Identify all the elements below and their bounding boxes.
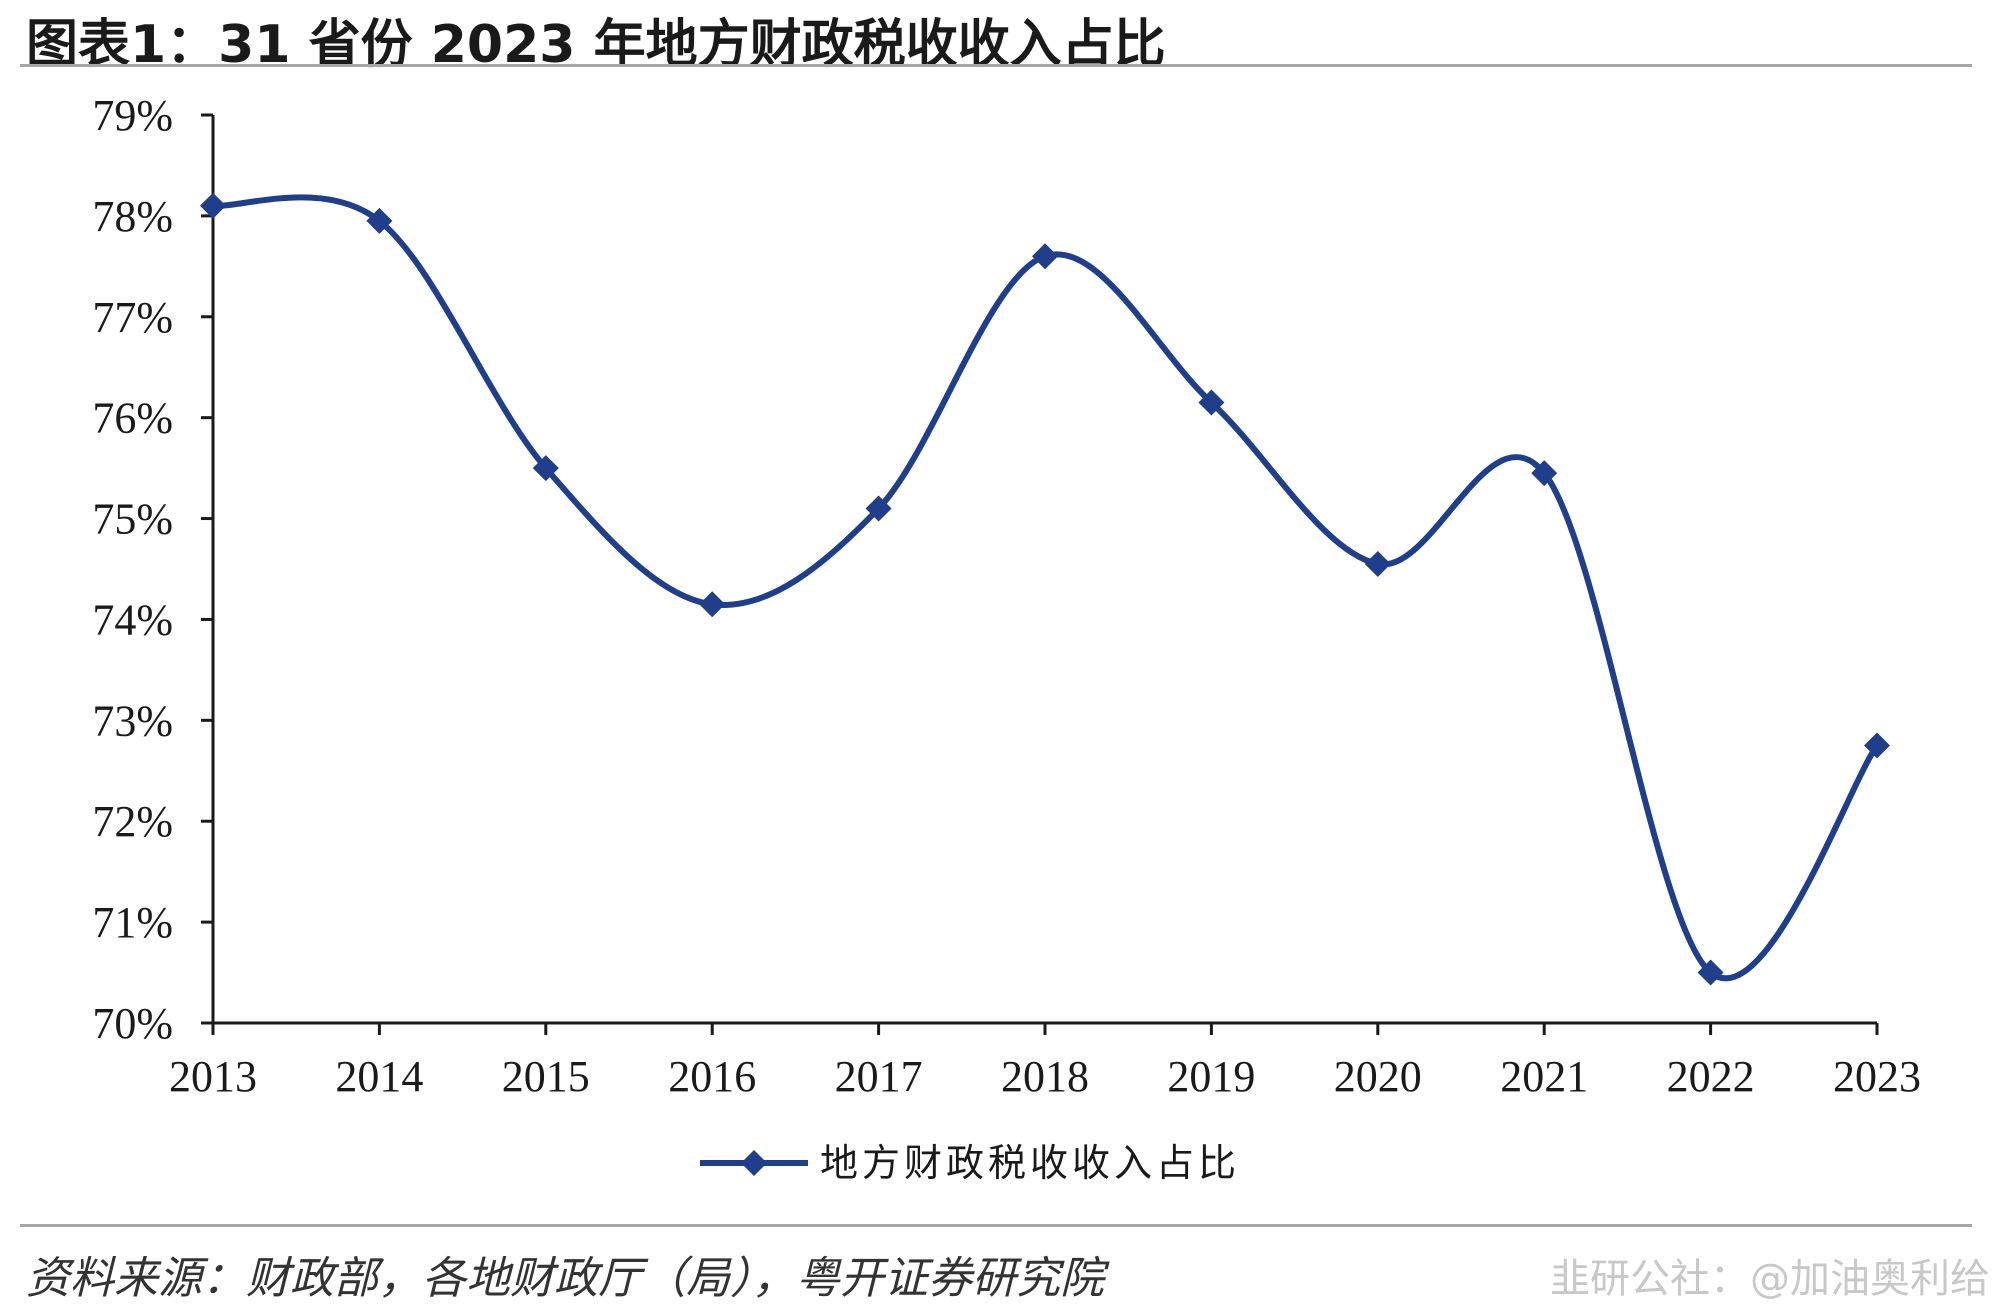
x-tick-label: 2019 <box>1167 1052 1255 1101</box>
data-point-marker <box>1032 243 1058 270</box>
x-tick-label: 2013 <box>169 1052 257 1101</box>
x-tick-label: 2023 <box>1833 1052 1921 1101</box>
y-tick-label: 79% <box>92 91 173 140</box>
x-tick-label: 2015 <box>502 1052 590 1101</box>
legend-diamond-marker <box>741 1150 767 1176</box>
title-divider <box>20 64 1972 67</box>
y-tick-label: 70% <box>92 999 173 1048</box>
data-point-marker <box>1364 550 1391 577</box>
footer-divider <box>20 1224 1972 1227</box>
y-tick-label: 77% <box>92 293 173 342</box>
data-point-marker <box>1697 959 1724 986</box>
data-point-marker <box>1198 389 1225 416</box>
x-tick-label: 2016 <box>668 1052 756 1101</box>
x-axis: 2013 2014 2015 2016 2017 2018 2019 2020 2021 2022… <box>169 1023 1921 1101</box>
x-tick-label: 2022 <box>1667 1052 1755 1101</box>
data-point-marker <box>699 591 726 618</box>
legend: 地方财政税收收入占比 <box>700 1141 1240 1185</box>
data-point-marker <box>366 207 393 234</box>
data-point-marker <box>1531 460 1558 487</box>
series-markers <box>200 192 1890 986</box>
x-tick-label: 2018 <box>1001 1052 1089 1101</box>
y-tick-label: 76% <box>92 394 173 443</box>
data-point-marker <box>532 455 559 482</box>
x-tick-label: 2014 <box>335 1052 423 1101</box>
y-tick-label: 74% <box>92 595 173 644</box>
y-tick-label: 78% <box>92 192 173 241</box>
y-tick-label: 72% <box>92 797 173 846</box>
x-tick-label: 2021 <box>1500 1052 1588 1101</box>
line-chart: 70%71%72%73%74%75%76%77%78%79% 2013 2014 2… <box>92 91 1921 1185</box>
data-point-marker <box>200 192 226 219</box>
data-point-marker <box>1864 732 1890 759</box>
series-line <box>212 194 1880 982</box>
y-axis: 70% 71% 72% 73% 74% 75% 76% 77% 78% 79% <box>92 91 213 1048</box>
x-tick-label: 2020 <box>1334 1052 1422 1101</box>
y-tick-label: 71% <box>92 898 173 947</box>
watermark: 韭研公社：@加油奥利给 <box>1550 1256 1990 1302</box>
source-note: 资料来源：财政部，各地财政厅（局），粤开证券研究院 <box>26 1253 1104 1304</box>
legend-label: 地方财政税收收入占比 <box>820 1141 1240 1185</box>
y-tick-label: 75% <box>92 495 173 544</box>
data-point-marker <box>865 495 892 522</box>
x-tick-label: 2017 <box>835 1052 923 1101</box>
y-tick-label: 73% <box>92 696 173 745</box>
